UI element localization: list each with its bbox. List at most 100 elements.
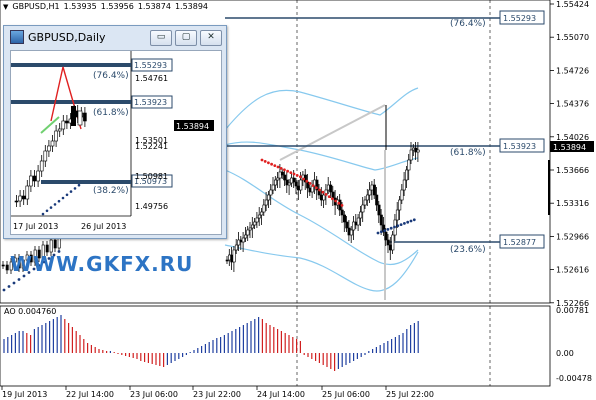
svg-text:1.53923: 1.53923: [503, 142, 536, 151]
candle: [349, 229, 353, 236]
candle: [287, 182, 291, 186]
minimize-button[interactable]: ▭: [150, 30, 172, 46]
svg-text:1.53894: 1.53894: [176, 122, 209, 131]
daily-sar-dot: [69, 190, 73, 193]
candle: [232, 249, 236, 263]
candle: [271, 184, 275, 191]
candle: [280, 171, 284, 176]
inset-price-box-38: 1.50973: [131, 174, 173, 188]
price-tick-3: 1.54376: [556, 100, 589, 109]
candle: [342, 214, 346, 223]
close-button[interactable]: ✕: [200, 30, 222, 46]
candle: [225, 259, 229, 262]
candle: [400, 189, 404, 201]
svg-text:1.53894: 1.53894: [553, 143, 586, 152]
candle: [331, 191, 335, 199]
inset-fib-label-76: (76.4%): [93, 71, 129, 81]
sar-dot: [279, 167, 283, 170]
candle: [372, 184, 376, 196]
sar-dot: [273, 164, 277, 168]
daily-candle: [43, 150, 48, 162]
daily-candle: [83, 112, 87, 122]
price-tick-8: 1.52616: [556, 266, 589, 275]
inset-time-label-1: 26 Jul 2013: [81, 222, 126, 231]
sar-dot: [263, 160, 267, 163]
daily-candle: [65, 120, 69, 124]
candle: [267, 194, 271, 201]
sar-dot: [376, 231, 380, 235]
window-controls: ▭ ▢ ✕: [150, 30, 222, 46]
sar-dot: [270, 162, 273, 166]
inset-fib-label-61: (61.8%): [93, 108, 129, 118]
maximize-button[interactable]: ▢: [175, 30, 197, 46]
sar-dot: [334, 199, 337, 203]
sar-dot: [295, 174, 299, 177]
daily-sar-dot: [65, 193, 69, 197]
candle: [361, 204, 365, 213]
candle: [285, 179, 289, 186]
candle: [292, 177, 296, 183]
candle: [398, 199, 402, 211]
current-price-box: 1.53894: [550, 141, 594, 152]
fib-label-61: (61.8%): [450, 148, 486, 158]
candles: [1, 105, 420, 274]
sar-dot: [337, 201, 341, 205]
high-value: 1.53956: [100, 2, 134, 11]
candle: [237, 239, 241, 246]
sar-dot: [302, 177, 305, 181]
candle: [262, 204, 266, 213]
sar-dot: [267, 161, 270, 165]
low-value: 1.53874: [137, 2, 171, 11]
daily-sar-dot: [49, 206, 53, 209]
time-axis: 19 Jul 2013 22 Jul 14:00 23 Jul 06:00 23 Ju…: [1, 386, 434, 399]
candle: [234, 244, 238, 251]
daily-candle: [21, 195, 26, 200]
candle: [345, 221, 349, 229]
daily-window-titlebar[interactable]: GBPUSD,Daily: [4, 26, 226, 48]
daily-sar-dot: [57, 199, 61, 203]
sar-dot: [399, 223, 403, 227]
price-tick-5: 1.53666: [556, 166, 589, 175]
fib-lines: [225, 17, 500, 243]
daily-chart-window[interactable]: GBPUSD,Daily ▭ ▢ ✕ (76.4%) (61.8%) (38.2…: [3, 25, 227, 239]
sar-dot: [403, 222, 406, 225]
parabolic-sar: [2, 158, 416, 292]
candle: [363, 199, 367, 206]
daily-sar: [41, 183, 81, 216]
sar-dot: [47, 257, 51, 260]
candle: [257, 214, 261, 219]
inset-price-tick-2: 1.52241: [135, 142, 168, 151]
inset-price-tick-3: 1.50981: [135, 172, 168, 181]
sar-dot: [393, 225, 396, 229]
time-tick-5: 25 Jul 06:00: [322, 390, 370, 399]
sar-dot: [289, 171, 293, 175]
candle: [340, 209, 344, 216]
daily-candles: [14, 105, 87, 207]
sar-dot: [311, 184, 315, 188]
candle: [241, 237, 245, 243]
candle: [375, 194, 379, 206]
trend-line: [279, 104, 386, 161]
candle: [273, 179, 277, 186]
inset-price-box-76: 1.55293: [131, 58, 173, 72]
sar-dot: [283, 168, 286, 172]
inset-price-box-61: 1.53923: [131, 95, 173, 109]
candle: [248, 227, 252, 231]
candle: [379, 214, 383, 226]
fib-label-76: (76.4%): [450, 19, 486, 29]
candle: [255, 217, 259, 223]
price-tick-9: 1.52266: [556, 299, 589, 308]
daily-plot-area[interactable]: (76.4%) (61.8%) (38.2%) 1.55293 1.53923 …: [10, 50, 222, 235]
candle: [329, 184, 333, 193]
candle: [395, 209, 399, 221]
svg-text:1.50973: 1.50973: [134, 177, 167, 186]
daily-sar-dot: [41, 212, 45, 216]
sar-dot: [27, 271, 31, 274]
candle: [315, 179, 319, 191]
svg-text:1.55293: 1.55293: [503, 14, 536, 23]
candle: [409, 149, 413, 161]
candle: [269, 189, 273, 196]
daily-price-axis: 1.54761 1.52241 1.50981 1.49756 1.53501: [135, 74, 168, 211]
candle: [402, 179, 406, 191]
